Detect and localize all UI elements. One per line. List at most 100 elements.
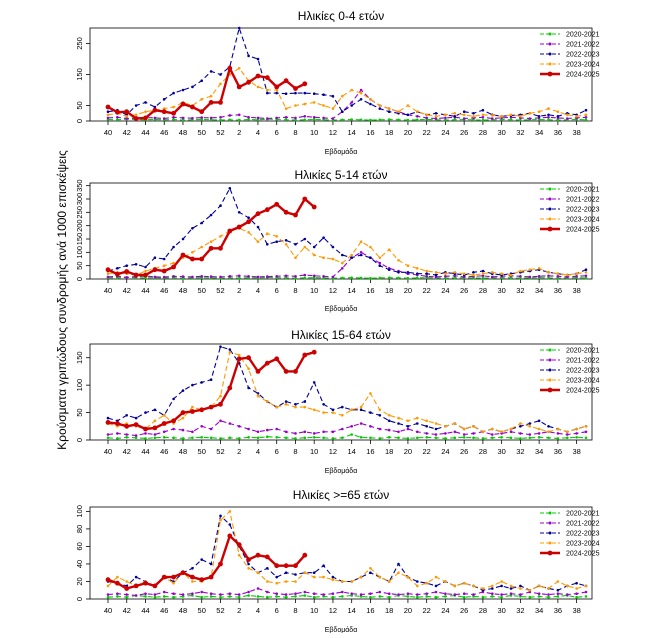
data-point	[434, 433, 438, 436]
data-point	[256, 394, 260, 398]
data-point	[105, 420, 111, 425]
data-point	[434, 271, 438, 274]
data-point	[462, 110, 466, 113]
data-point	[266, 243, 269, 246]
data-point	[331, 592, 335, 595]
data-point	[350, 408, 354, 412]
data-point	[519, 437, 522, 440]
y-tick-label: 0	[75, 119, 84, 123]
data-point	[191, 592, 194, 595]
data-point	[105, 577, 111, 583]
data-point	[519, 275, 522, 278]
x-tick-label: 44	[141, 606, 149, 615]
data-point	[236, 356, 242, 362]
x-tick-label: 22	[422, 128, 430, 137]
data-point	[153, 433, 157, 436]
legend-entry: 2023-2024	[540, 62, 600, 69]
legend-marker	[547, 226, 553, 232]
data-point	[162, 590, 166, 594]
data-point	[406, 427, 410, 431]
data-point	[425, 595, 429, 598]
x-tick-label: 2	[237, 286, 241, 295]
data-point	[378, 118, 382, 122]
data-point	[264, 554, 270, 560]
data-point	[172, 275, 175, 278]
data-point	[209, 378, 213, 382]
data-point	[519, 276, 522, 280]
panel-title: Ηλικίες 0-4 ετών	[298, 9, 384, 23]
data-point	[172, 397, 175, 401]
data-point	[116, 118, 119, 122]
data-point	[218, 561, 223, 567]
y-tick-label: 150	[75, 68, 84, 81]
data-point	[500, 593, 503, 596]
data-point	[246, 355, 252, 361]
legend-marker	[548, 541, 552, 545]
data-point	[481, 108, 485, 112]
data-point	[406, 595, 410, 598]
data-point	[472, 584, 475, 588]
data-point	[387, 436, 391, 439]
data-point	[237, 67, 241, 70]
data-point	[200, 275, 203, 278]
data-point	[509, 273, 513, 277]
data-point	[387, 592, 391, 595]
data-point	[256, 85, 260, 89]
data-point	[162, 264, 166, 268]
data-point	[264, 360, 270, 366]
data-point	[144, 592, 147, 595]
data-point	[219, 118, 222, 122]
data-point	[144, 432, 147, 435]
data-point	[397, 436, 400, 440]
data-point	[434, 595, 438, 599]
data-point	[444, 272, 447, 276]
data-point	[247, 567, 250, 570]
data-point	[303, 430, 307, 434]
data-point	[266, 275, 269, 278]
data-point	[199, 407, 205, 413]
data-point	[134, 113, 138, 117]
data-point	[191, 85, 194, 89]
data-point	[134, 104, 138, 107]
y-tick-label: 80	[75, 525, 84, 533]
data-point	[434, 575, 438, 579]
x-tick-label: 2	[237, 128, 241, 137]
legend-label: 2020-2021	[566, 32, 600, 39]
data-point	[584, 118, 588, 122]
data-point	[190, 104, 195, 110]
x-tick-label: 30	[497, 128, 505, 137]
data-point	[144, 411, 147, 414]
series-2020-2021	[106, 594, 588, 599]
data-point	[228, 114, 232, 117]
data-point	[246, 79, 252, 85]
data-point	[472, 273, 475, 277]
x-tick-label: 24	[441, 606, 449, 615]
x-tick-label: 20	[404, 447, 412, 456]
data-point	[509, 587, 513, 590]
x-tick-label: 14	[348, 128, 356, 137]
data-point	[143, 426, 148, 432]
data-point	[378, 256, 382, 260]
data-point	[481, 116, 485, 119]
data-point	[556, 588, 560, 592]
data-point	[556, 432, 560, 435]
x-tick-label: 12	[329, 606, 337, 615]
data-point	[181, 88, 185, 92]
x-tick-label: 34	[535, 606, 543, 615]
legend-marker	[548, 197, 552, 201]
data-point	[237, 553, 241, 557]
x-axis-label: Εβδομάδα	[325, 148, 358, 156]
x-tick-label: 26	[460, 128, 468, 137]
y-tick-label: 0	[75, 597, 84, 601]
data-point	[556, 427, 560, 431]
data-point	[266, 88, 269, 92]
data-point	[341, 261, 344, 265]
data-point	[266, 232, 269, 235]
data-point	[275, 427, 279, 431]
data-point	[228, 350, 232, 354]
data-point	[453, 118, 457, 122]
data-point	[341, 436, 344, 440]
data-point	[472, 595, 475, 598]
data-point	[172, 427, 175, 431]
data-point	[322, 104, 325, 107]
